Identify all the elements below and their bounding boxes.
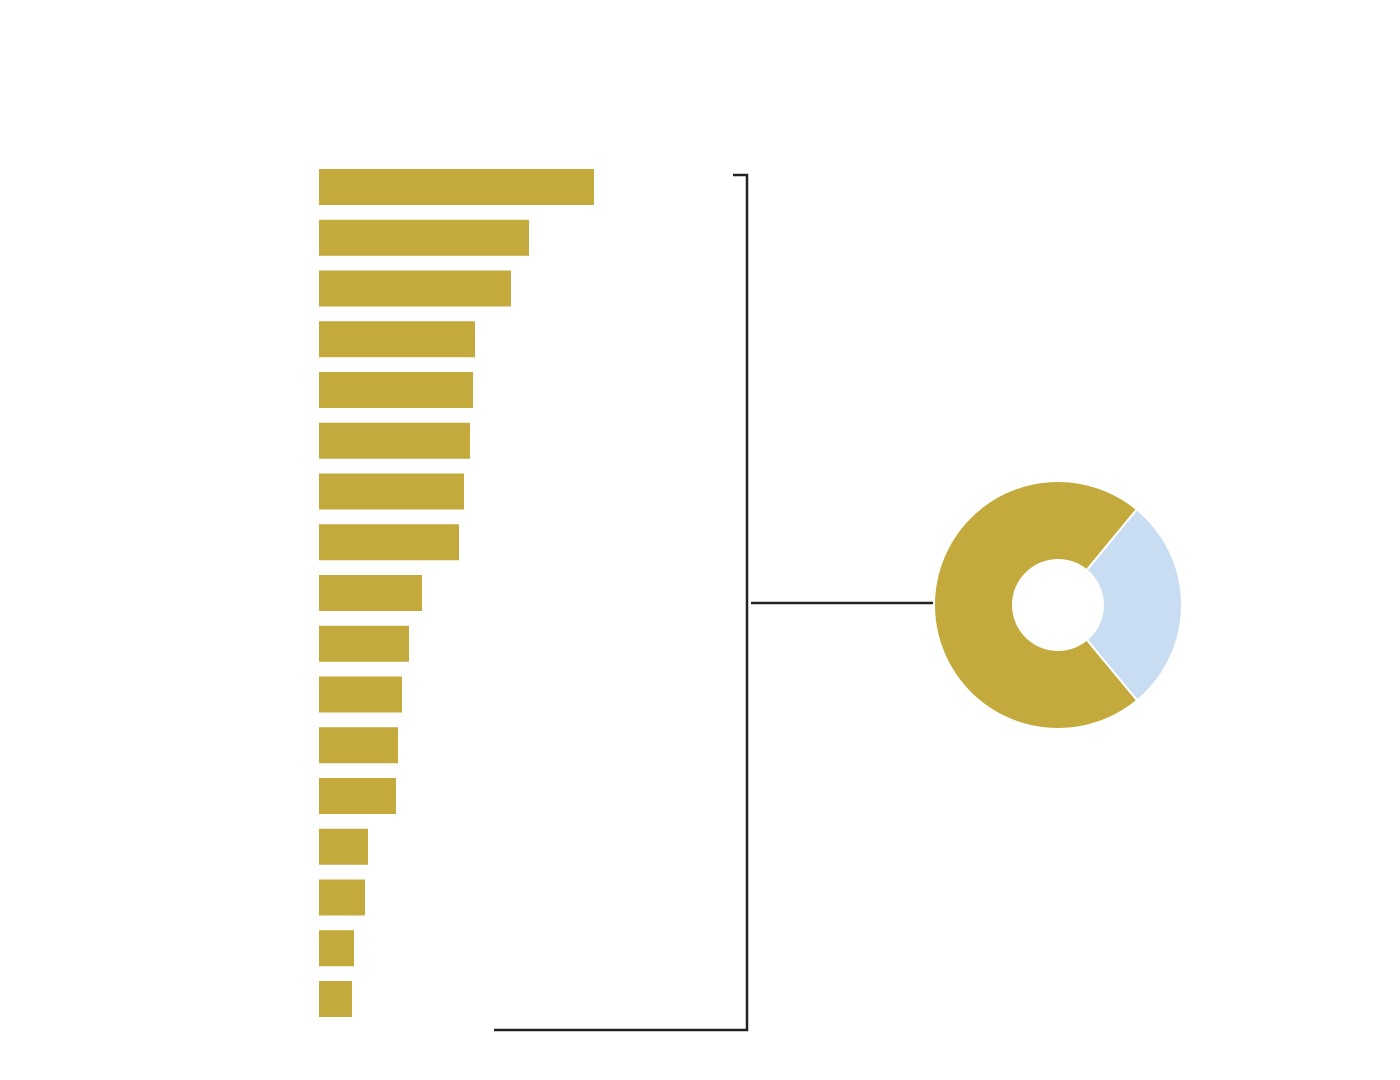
bar (319, 879, 365, 916)
bar (319, 778, 396, 814)
bracket-line (494, 173, 749, 1032)
bar (319, 270, 511, 307)
bar (319, 219, 529, 256)
bracket (494, 173, 936, 1032)
bar (319, 981, 352, 1017)
bar (319, 524, 459, 561)
bar (319, 473, 464, 510)
bar (319, 575, 422, 611)
bar (319, 930, 354, 967)
donut-slice (1085, 507, 1183, 702)
bar (319, 625, 409, 662)
bar (319, 676, 402, 713)
donut-slice (933, 480, 1139, 730)
bar (319, 372, 473, 408)
bar (319, 727, 398, 764)
bar (319, 169, 594, 205)
bar (319, 422, 470, 459)
bar (319, 321, 475, 358)
bar (319, 828, 368, 865)
